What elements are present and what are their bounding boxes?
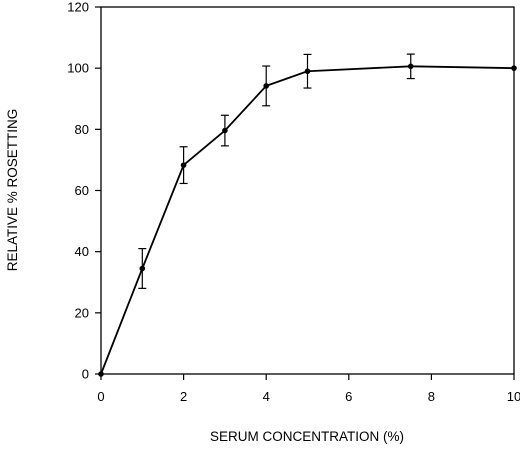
x-tick-label: 10 xyxy=(507,389,520,404)
series-polyline xyxy=(100,65,515,375)
y-tick-label: 100 xyxy=(67,61,89,76)
y-axis-title: RELATIVE % ROSETTING xyxy=(5,109,20,272)
error-bars xyxy=(138,53,415,289)
y-tick-label: 80 xyxy=(75,122,89,137)
x-tick-label: 4 xyxy=(263,389,270,404)
data-point xyxy=(180,162,187,168)
y-tick-label: 60 xyxy=(75,183,89,198)
data-point xyxy=(511,65,517,71)
x-tick-label: 8 xyxy=(428,389,435,404)
y-tick-label: 0 xyxy=(82,367,89,382)
data-point xyxy=(304,68,311,75)
y-tick-label: 20 xyxy=(75,305,89,320)
axes: 0 20 40 60 80 100 120 0 2 4 6 8 10 xyxy=(67,0,520,404)
data-point xyxy=(263,83,270,89)
y-tick-label: 40 xyxy=(75,244,89,259)
data-point xyxy=(139,265,146,272)
series-line xyxy=(100,65,515,375)
data-point xyxy=(98,371,104,377)
data-points xyxy=(98,63,517,377)
y-tick-label: 120 xyxy=(67,0,89,15)
data-point xyxy=(407,63,414,70)
x-tick-label: 6 xyxy=(345,389,352,404)
x-axis-title: SERUM CONCENTRATION (%) xyxy=(210,429,404,444)
x-tick-label: 2 xyxy=(180,389,187,404)
data-point xyxy=(222,127,228,134)
x-tick-label: 0 xyxy=(97,389,104,404)
